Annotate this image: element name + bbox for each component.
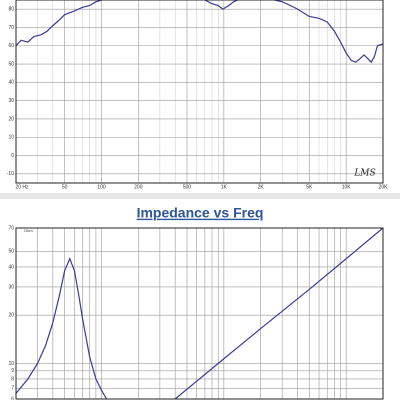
y-tick-label: 10 (8, 361, 14, 367)
x-tick-label: 50 (62, 184, 68, 190)
plot-area (16, 228, 383, 399)
data-line (16, 0, 383, 64)
x-tick-label: 10K (342, 184, 352, 190)
y-tick-label: 0 (11, 153, 14, 159)
x-tick-label: 500 (183, 184, 192, 190)
y-tick-label: 20 (8, 116, 14, 122)
plot-frame (15, 227, 384, 400)
y-tick-label: 70 (8, 25, 14, 31)
x-tick-label: 5K (306, 184, 313, 190)
plot: 20 Hz 50 100 200 500 1K 2K 5K 10K 20K -10 0 10 20 30 40… (7, 0, 388, 190)
y-tick-label: 7 (11, 386, 14, 392)
y-tick-label: 40 (8, 80, 14, 86)
y-tick-label: 60 (8, 43, 14, 49)
y-unit-label: Ohm (24, 228, 33, 233)
y-tick-label: 70 (8, 225, 14, 231)
y-tick-label: 20 (8, 313, 14, 319)
y-tick-label: 8 (11, 376, 14, 382)
y-tick-label: 80 (8, 6, 14, 12)
x-tick-label: 200 (134, 184, 143, 190)
y-tick-label: 50 (8, 61, 14, 67)
plot: 6 7 8 910 20 30 40 50 70 (8, 225, 384, 400)
watermark: LMS (353, 169, 375, 179)
y-tick-label: 50 (8, 249, 14, 255)
x-tick-label: 20 Hz (15, 184, 29, 190)
plot-area (16, 0, 383, 183)
data-line (16, 228, 383, 399)
y-tick-label: 9 (11, 368, 14, 374)
chart-title: Impedance vs Freq (137, 205, 264, 221)
plot-frame (15, 0, 384, 184)
x-tick-label: 20K (379, 184, 389, 190)
x-tick-label: 2K (258, 184, 265, 190)
y-tick-label: 6 (11, 396, 14, 400)
y-tick-label: 30 (8, 98, 14, 104)
y-tick-label: 10 (8, 135, 14, 141)
x-tick-label: 1K (221, 184, 228, 190)
separator (0, 193, 400, 199)
y-tick-label: 30 (8, 284, 14, 290)
y-tick-label: 40 (8, 264, 14, 270)
x-tick-label: 100 (97, 184, 106, 190)
y-tick-label: -10 (7, 171, 14, 177)
